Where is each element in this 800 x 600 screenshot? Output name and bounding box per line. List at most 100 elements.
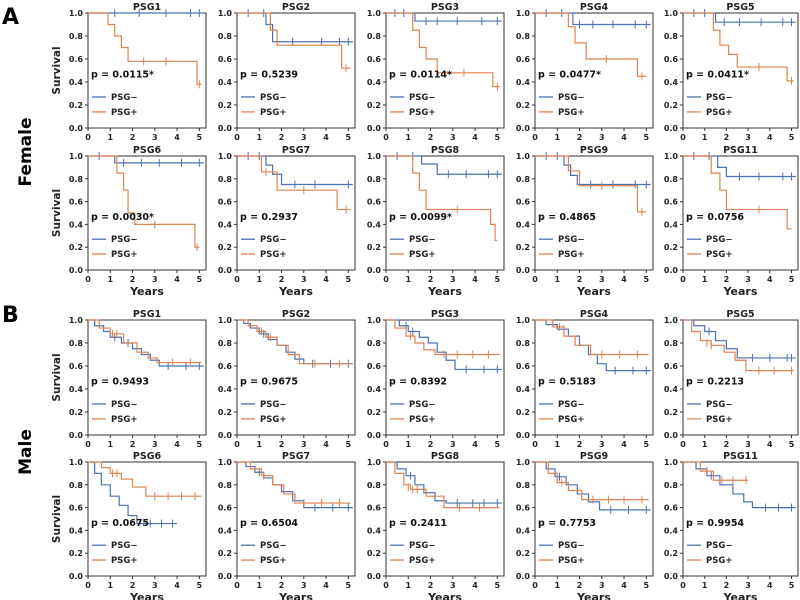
psg-neg-curve bbox=[683, 319, 796, 359]
x-tick-label: 1 bbox=[702, 275, 708, 284]
x-tick-label: 2 bbox=[724, 440, 730, 449]
y-tick-label: 0.4 bbox=[218, 526, 233, 535]
y-tick-label: 0.2 bbox=[69, 408, 83, 417]
x-tick-label: 1 bbox=[405, 275, 411, 284]
y-tick-label: 1.0 bbox=[516, 9, 531, 18]
x-tick-label: 5 bbox=[346, 440, 352, 449]
y-tick-label: 0.6 bbox=[516, 504, 531, 513]
y-tick-label: 0.6 bbox=[218, 55, 233, 64]
y-tick-label: 0.0 bbox=[69, 572, 84, 581]
y-tick-label: 0.0 bbox=[516, 266, 531, 275]
x-tick-label: 2 bbox=[577, 133, 583, 142]
axes-frame bbox=[236, 319, 356, 436]
subplot-psg7-female: PSG7 0 1 2 3 4 5 0.0 0.2 0.4 0.6 0.8 1.0 Years p = 0.2… bbox=[218, 145, 356, 298]
subplot-title: PSG5 bbox=[726, 309, 754, 320]
y-tick-label: 1.0 bbox=[218, 9, 233, 18]
x-tick-label: 3 bbox=[301, 440, 307, 449]
legend-label-neg: PSG− bbox=[111, 93, 137, 103]
y-tick-label: 1.0 bbox=[367, 458, 382, 467]
x-tick-label: 3 bbox=[745, 133, 751, 142]
y-tick-label: 0.4 bbox=[69, 220, 84, 229]
x-tick-label: 2 bbox=[279, 581, 285, 590]
legend-label-pos: PSG+ bbox=[409, 556, 435, 566]
p-value: p = 0.0030* bbox=[91, 212, 154, 223]
y-tick-label: 1.0 bbox=[218, 316, 233, 325]
y-tick-label: 1.0 bbox=[218, 152, 233, 161]
x-axis-label: Years bbox=[427, 591, 462, 600]
y-tick-label: 0.8 bbox=[516, 339, 531, 348]
x-tick-label: 3 bbox=[301, 275, 307, 284]
y-tick-label: 0.0 bbox=[69, 124, 84, 133]
axes-frame bbox=[682, 319, 799, 436]
x-tick-label: 3 bbox=[745, 440, 751, 449]
x-axis-label: Years bbox=[129, 591, 164, 600]
y-tick-label: 0.2 bbox=[69, 549, 83, 558]
y-tick-label: 0.8 bbox=[367, 32, 382, 41]
y-axis-label: Survival bbox=[51, 189, 63, 237]
y-tick-label: 0.8 bbox=[69, 32, 84, 41]
subplot-psg2-female: PSG2 0 1 2 3 4 5 0.0 0.2 0.4 0.6 0.8 1.0 p = 0.5239 PS… bbox=[218, 2, 356, 142]
x-tick-label: 3 bbox=[745, 581, 751, 590]
legend-label-pos: PSG+ bbox=[111, 108, 137, 118]
subplot-title: PSG11 bbox=[723, 451, 758, 462]
legend-label-neg: PSG− bbox=[409, 541, 435, 551]
psg-pos-curve bbox=[386, 155, 498, 241]
x-tick-label: 4 bbox=[323, 440, 329, 449]
x-tick-label: 2 bbox=[130, 275, 136, 284]
x-axis-label: Years bbox=[278, 285, 313, 298]
x-tick-label: 4 bbox=[767, 440, 773, 449]
axes-frame bbox=[236, 155, 356, 271]
legend-label-neg: PSG− bbox=[111, 235, 137, 245]
y-tick-label: 0.2 bbox=[367, 101, 381, 110]
subplot-title: PSG6 bbox=[133, 145, 162, 156]
y-tick-label: 0.8 bbox=[664, 339, 679, 348]
subplot-title: PSG3 bbox=[431, 2, 459, 13]
subplot-title: PSG4 bbox=[580, 2, 609, 13]
y-tick-label: 0.0 bbox=[218, 124, 233, 133]
x-tick-label: 0 bbox=[85, 440, 91, 449]
y-tick-label: 0.4 bbox=[218, 220, 233, 229]
x-tick-label: 5 bbox=[197, 133, 203, 142]
x-tick-label: 0 bbox=[680, 440, 686, 449]
y-tick-label: 0.6 bbox=[218, 504, 233, 513]
x-tick-label: 1 bbox=[107, 581, 113, 590]
subplot-psg7-male: PSG7 0 1 2 3 4 5 0.0 0.2 0.4 0.6 0.8 1.0 Years p = 0.6… bbox=[218, 451, 356, 600]
psg-pos-curve bbox=[535, 461, 649, 501]
y-tick-label: 1.0 bbox=[69, 9, 84, 18]
subplot-psg6-female: PSG6 0 1 2 3 4 5 0.0 0.2 0.4 0.6 0.8 1.0 Survival Year… bbox=[51, 145, 207, 298]
y-tick-label: 0.8 bbox=[218, 339, 233, 348]
subplot-psg5-female: PSG5 0 1 2 3 4 5 0.0 0.2 0.4 0.6 0.8 1.0 p = 0.0411* P… bbox=[664, 2, 799, 142]
x-tick-label: 2 bbox=[279, 440, 285, 449]
axes-frame bbox=[682, 12, 799, 129]
legend-label-pos: PSG+ bbox=[706, 556, 732, 566]
psg-pos-curve bbox=[237, 461, 351, 504]
x-tick-label: 5 bbox=[789, 275, 795, 284]
x-tick-label: 2 bbox=[724, 581, 730, 590]
x-tick-label: 5 bbox=[495, 581, 501, 590]
axes-frame bbox=[534, 155, 654, 271]
x-tick-label: 2 bbox=[428, 440, 434, 449]
x-tick-label: 1 bbox=[554, 133, 560, 142]
y-tick-label: 0.6 bbox=[664, 55, 679, 64]
x-tick-label: 2 bbox=[724, 275, 730, 284]
axes-frame bbox=[534, 12, 654, 129]
x-tick-label: 3 bbox=[301, 133, 307, 142]
subplot-psg1-male: PSG1 0 1 2 3 4 5 0.0 0.2 0.4 0.6 0.8 1.0 Survival p = … bbox=[51, 309, 207, 449]
x-tick-label: 4 bbox=[323, 133, 329, 142]
y-tick-label: 0.6 bbox=[367, 55, 382, 64]
x-tick-label: 0 bbox=[383, 275, 389, 284]
legend-label-pos: PSG+ bbox=[706, 250, 732, 260]
psg-pos-curve bbox=[88, 461, 202, 497]
psg-neg-curve bbox=[683, 155, 796, 178]
x-tick-label: 0 bbox=[85, 581, 91, 590]
y-tick-label: 0.0 bbox=[69, 266, 84, 275]
legend-label-neg: PSG− bbox=[706, 235, 732, 245]
y-tick-label: 0.2 bbox=[516, 408, 530, 417]
psg-pos-curve bbox=[683, 155, 792, 230]
subplot-title: PSG4 bbox=[580, 309, 609, 320]
x-tick-label: 3 bbox=[301, 581, 307, 590]
subplot-title: PSG7 bbox=[282, 145, 310, 156]
legend-label-neg: PSG− bbox=[558, 400, 584, 410]
legend-label-pos: PSG+ bbox=[558, 250, 584, 260]
